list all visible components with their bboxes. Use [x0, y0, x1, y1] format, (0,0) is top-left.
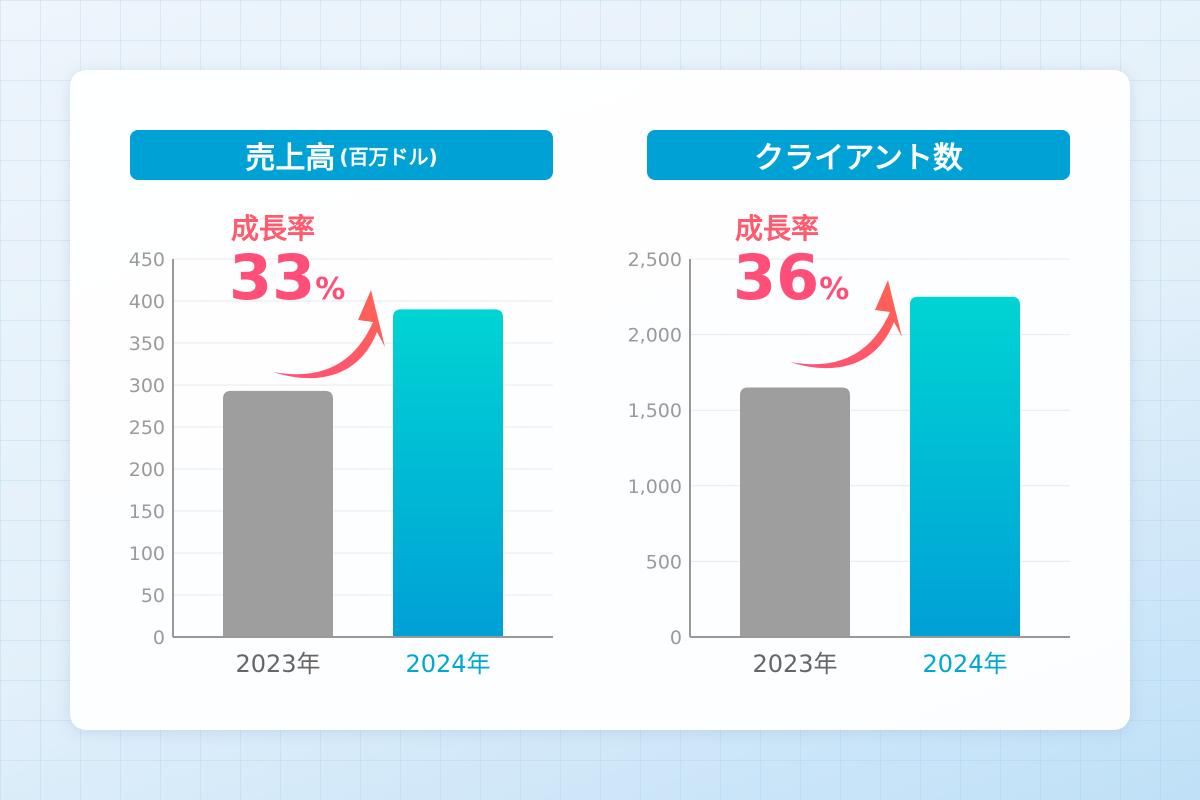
- y-tick-label: 100: [129, 543, 165, 565]
- title-text: 売上高: [245, 141, 336, 176]
- x-tick-label: 2024年: [922, 650, 1007, 678]
- chart-title-clients: クライアント数: [647, 130, 1070, 180]
- y-tick-label: 200: [129, 459, 165, 481]
- y-tick-label: 250: [129, 417, 165, 439]
- y-tick-label: 150: [129, 501, 165, 523]
- growth-number: 36: [733, 241, 820, 314]
- growth-unit: %: [315, 272, 346, 307]
- y-tick-label: 0: [670, 627, 682, 649]
- growth-arrow-icon: [273, 290, 385, 379]
- x-tick-label: 2023年: [235, 650, 320, 678]
- y-tick-label: 400: [129, 291, 165, 313]
- chart-title-sales: 売上高 (百万ドル): [130, 130, 553, 180]
- bar-2024年: [393, 309, 503, 637]
- y-tick-label: 1,500: [628, 400, 682, 422]
- y-tick-label: 500: [646, 551, 682, 573]
- bar-2024年: [910, 296, 1020, 637]
- x-tick-label: 2024年: [405, 650, 490, 678]
- bar-2023年: [740, 387, 850, 637]
- y-tick-label: 2,000: [628, 325, 682, 347]
- y-tick-label: 50: [141, 585, 165, 607]
- y-tick-label: 0: [153, 627, 165, 649]
- growth-value-clients: 36%: [733, 247, 849, 309]
- growth-arrow-icon: [790, 280, 902, 369]
- y-tick-label: 2,500: [628, 249, 682, 271]
- title-text: クライアント数: [754, 141, 963, 176]
- y-tick-label: 300: [129, 375, 165, 397]
- bar-2023年: [223, 390, 333, 637]
- growth-label-clients: 成長率: [735, 212, 820, 245]
- growth-number: 33: [229, 241, 316, 314]
- growth-unit: %: [819, 272, 850, 307]
- y-tick-label: 1,000: [628, 476, 682, 498]
- growth-label-sales: 成長率: [231, 212, 316, 245]
- title-unit: (百万ドル): [339, 144, 438, 169]
- y-tick-label: 350: [129, 333, 165, 355]
- y-tick-label: 450: [129, 249, 165, 271]
- growth-value-sales: 33%: [229, 247, 345, 309]
- x-tick-label: 2023年: [752, 650, 837, 678]
